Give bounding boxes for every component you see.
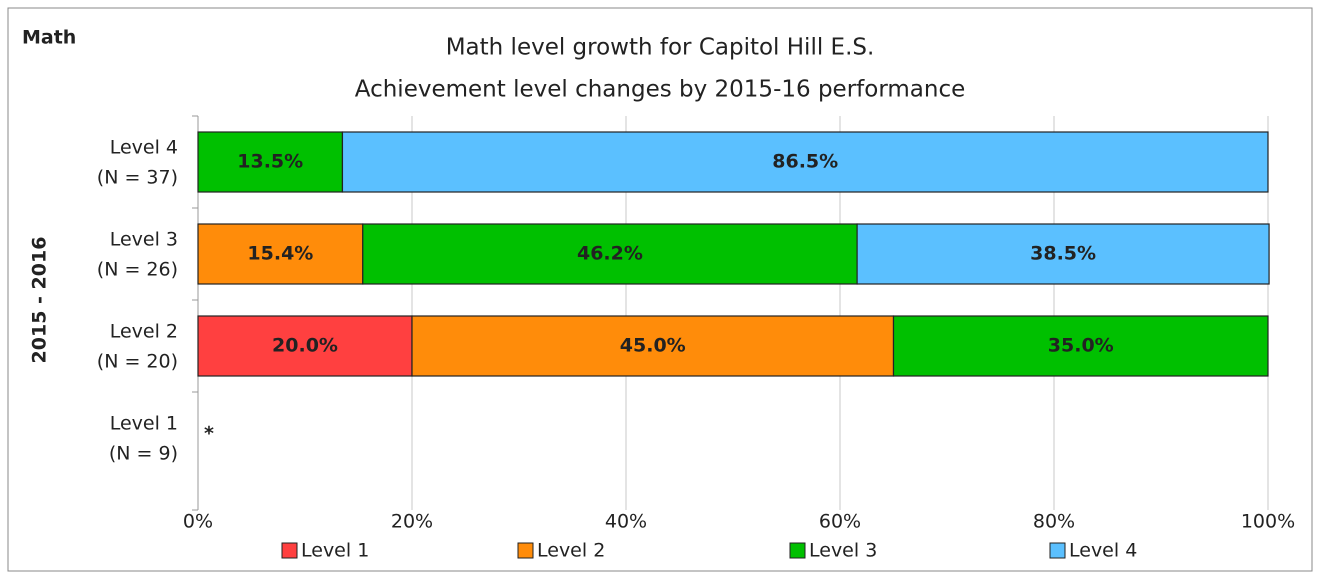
data-label: 45.0% xyxy=(620,335,686,357)
chart-title: Math level growth for Capitol Hill E.S. xyxy=(446,35,875,61)
bar-segment xyxy=(856,223,1270,285)
y-axis-label: 2015 - 2016 xyxy=(29,237,51,364)
legend-label: Level 2 xyxy=(537,540,605,562)
x-tick-label: 0% xyxy=(183,511,213,533)
legend-swatch xyxy=(1049,542,1066,559)
x-tick-label: 60% xyxy=(819,511,861,533)
data-label: 86.5% xyxy=(772,151,838,173)
x-tick-label: 80% xyxy=(1033,511,1075,533)
data-label: 13.5% xyxy=(237,151,303,173)
legend-label: Level 4 xyxy=(1069,540,1137,562)
data-label: 20.0% xyxy=(272,335,338,357)
legend-swatch xyxy=(789,542,806,559)
bar-segment xyxy=(341,131,1269,193)
bar-segment xyxy=(411,315,895,377)
legend-label: Level 3 xyxy=(809,540,877,562)
y-tick-label: (N = 37) xyxy=(97,167,178,189)
legend-swatch xyxy=(517,542,534,559)
y-tick-label: (N = 20) xyxy=(97,351,178,373)
y-tick-label: Level 2 xyxy=(110,321,178,343)
x-tick-label: 100% xyxy=(1241,511,1295,533)
x-tick-label: 40% xyxy=(605,511,647,533)
bar-segment xyxy=(362,223,858,285)
bar-segment xyxy=(892,315,1269,377)
y-tick-label: Level 1 xyxy=(110,413,178,435)
data-label: 38.5% xyxy=(1030,243,1096,265)
legend-swatch xyxy=(281,542,298,559)
y-tick-label: (N = 26) xyxy=(97,259,178,281)
y-tick-label: Level 4 xyxy=(110,137,178,159)
annotation: * xyxy=(204,423,214,445)
chart-subtitle: Achievement level changes by 2015-16 per… xyxy=(355,77,966,103)
y-tick-label: Level 3 xyxy=(110,229,178,251)
x-tick-label: 20% xyxy=(391,511,433,533)
frame xyxy=(7,7,1313,572)
data-label: 15.4% xyxy=(247,243,313,265)
bar-segment xyxy=(197,131,344,193)
panel-label: Math xyxy=(22,27,76,49)
bar-segment xyxy=(197,315,413,377)
data-label: 35.0% xyxy=(1048,335,1114,357)
legend-label: Level 1 xyxy=(301,540,369,562)
y-tick-label: (N = 9) xyxy=(109,443,178,465)
bar-segment xyxy=(197,223,364,285)
data-label: 46.2% xyxy=(577,243,643,265)
